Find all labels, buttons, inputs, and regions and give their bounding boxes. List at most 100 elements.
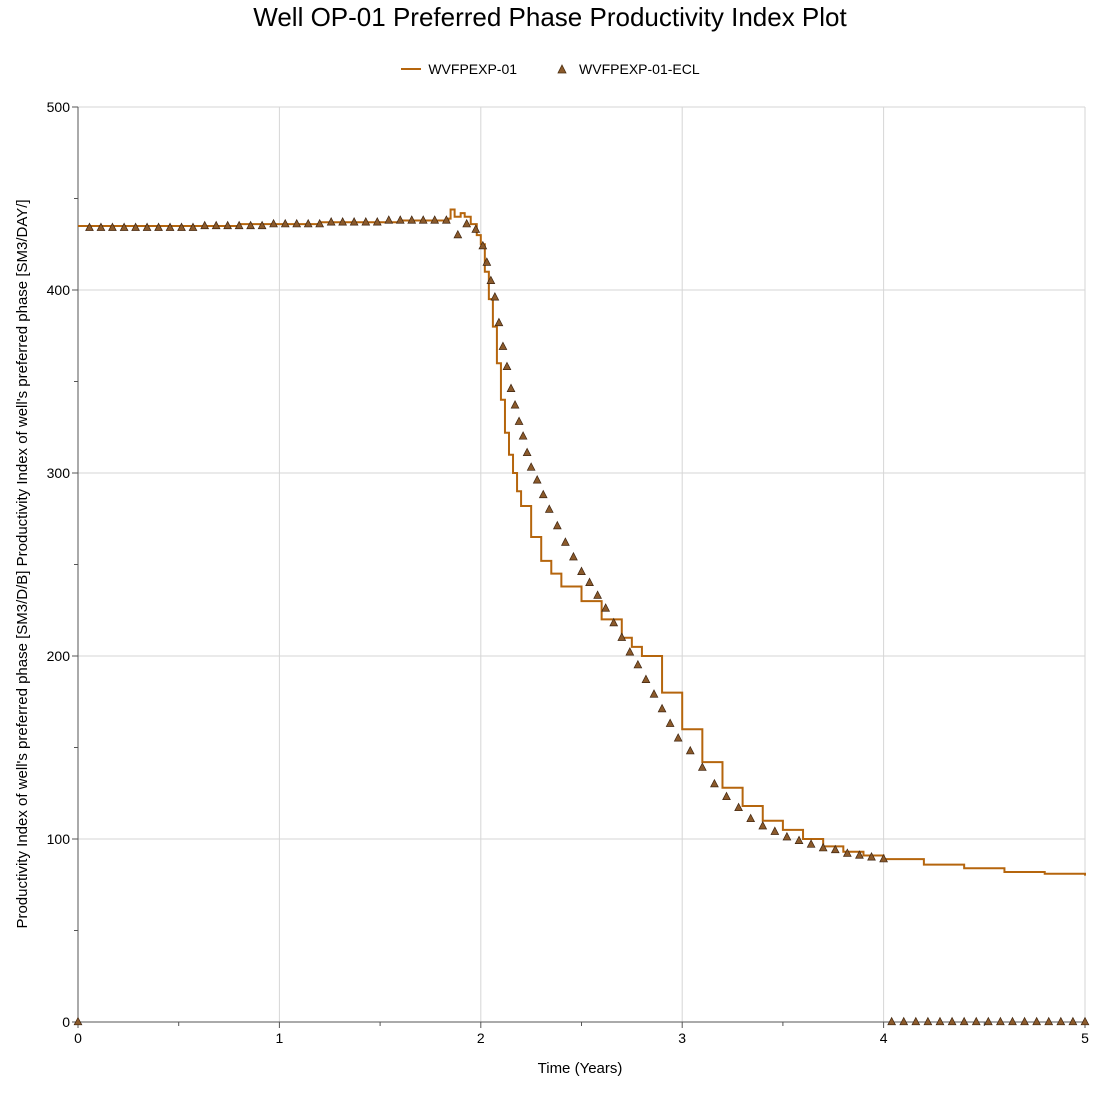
data-point-marker [577,566,586,575]
legend: WVFPEXP-01 WVFPEXP-01-ECL [0,61,1100,77]
data-point-marker [211,220,221,230]
data-point-marker [1008,1016,1017,1026]
data-point-marker [734,802,743,812]
data-point-marker [665,718,675,727]
legend-triangle-swatch [557,64,567,74]
data-point-marker [506,383,516,392]
data-point-marker [935,1016,945,1026]
data-point-marker [947,1016,957,1026]
data-point-marker [514,416,524,425]
data-point-marker [959,1016,969,1026]
data-point-marker [223,220,233,230]
x-tick-label: 1 [276,1030,284,1046]
data-point-marker [532,475,542,484]
axes: 0 1 2 3 4 5 0 100 200 300 400 500 [47,99,1089,1046]
data-point-marker [471,224,481,233]
data-point-marker [617,632,627,641]
data-point-marker [830,844,840,854]
data-point-marker [971,1016,981,1026]
data-point-marker [303,218,313,228]
data-point-marker [142,222,152,231]
data-point-marker [441,215,451,224]
data-point-marker [887,1016,897,1026]
data-point-marker [673,733,683,742]
x-tick-label: 5 [1081,1030,1089,1046]
data-point-marker [384,215,394,224]
data-point-marker [338,217,348,226]
data-point-marker [280,218,290,228]
series-line-WVFPEXP-01 [78,208,1086,876]
x-tick-label: 0 [74,1030,82,1046]
data-point-marker [770,826,780,835]
data-point-marker [188,222,198,231]
data-point-marker [246,220,255,230]
data-point-marker [234,220,244,230]
data-point-marker [625,647,635,656]
data-point-marker [601,603,611,612]
data-point-marker [758,820,768,830]
data-point-marker [1080,1016,1090,1026]
data-point-marker [177,222,186,231]
data-point-marker [1044,1016,1054,1026]
data-point-marker [395,215,405,224]
data-point-marker [867,852,876,861]
legend-item-markers: WVFPEXP-01-ECL [551,61,700,77]
data-point-marker [649,689,659,698]
data-point-marker [1068,1016,1078,1026]
data-point-marker [165,222,175,231]
data-point-marker [722,791,731,801]
data-point-marker [585,577,594,586]
data-point-marker [633,659,643,669]
y-tick-label: 500 [47,99,71,115]
data-point-marker [453,229,463,239]
chart-title: Well OP-01 Preferred Phase Productivity … [253,2,847,32]
data-point-marker [326,217,336,226]
data-point-marker [544,504,554,513]
series-layer [73,208,1090,1026]
legend-item-line: WVFPEXP-01 [400,61,517,77]
legend-label-markers: WVFPEXP-01-ECL [579,61,700,77]
data-point-marker [490,292,500,301]
data-point-marker [561,537,570,546]
data-point-marker [1020,1016,1029,1026]
y-axis-title: Productivity Index of well's preferred p… [14,199,31,928]
data-point-marker [200,220,210,230]
data-point-marker [609,617,619,627]
x-tick-label: 3 [678,1030,686,1046]
data-point-marker [685,745,695,755]
plot-area: 0 1 2 3 4 5 0 100 200 300 400 500 Time (Years) Prod… [14,99,1090,1077]
data-point-marker [349,217,359,226]
y-tick-label: 0 [62,1014,70,1030]
data-point-marker [154,222,163,231]
data-point-marker [842,848,852,857]
data-point-marker [407,215,417,224]
y-tick-label: 200 [47,648,71,664]
data-point-marker [538,489,548,499]
y-tick-label: 400 [47,282,71,298]
data-point-marker [879,853,888,863]
x-tick-label: 4 [880,1030,888,1046]
data-point-marker [269,218,278,228]
data-point-marker [257,220,267,230]
data-point-marker [502,361,512,371]
data-point-marker [131,222,140,231]
data-point-marker [746,813,756,823]
data-point-marker [996,1016,1005,1026]
data-point-marker [1032,1016,1042,1026]
data-point-marker [510,400,520,409]
data-point-marker [462,218,472,228]
legend-line-swatch [401,68,422,70]
data-point-marker [522,447,532,457]
data-point-marker [911,1016,921,1026]
data-point-marker [418,215,428,224]
data-point-marker [782,831,792,841]
legend-label-line: WVFPEXP-01 [428,61,518,77]
data-point-marker [486,275,496,284]
x-tick-label: 2 [477,1030,485,1046]
data-point-marker [526,462,536,471]
data-point-marker [518,431,528,440]
data-point-marker [794,835,804,844]
data-point-marker [430,215,440,224]
data-point-marker [96,222,106,231]
data-point-marker [983,1016,993,1026]
